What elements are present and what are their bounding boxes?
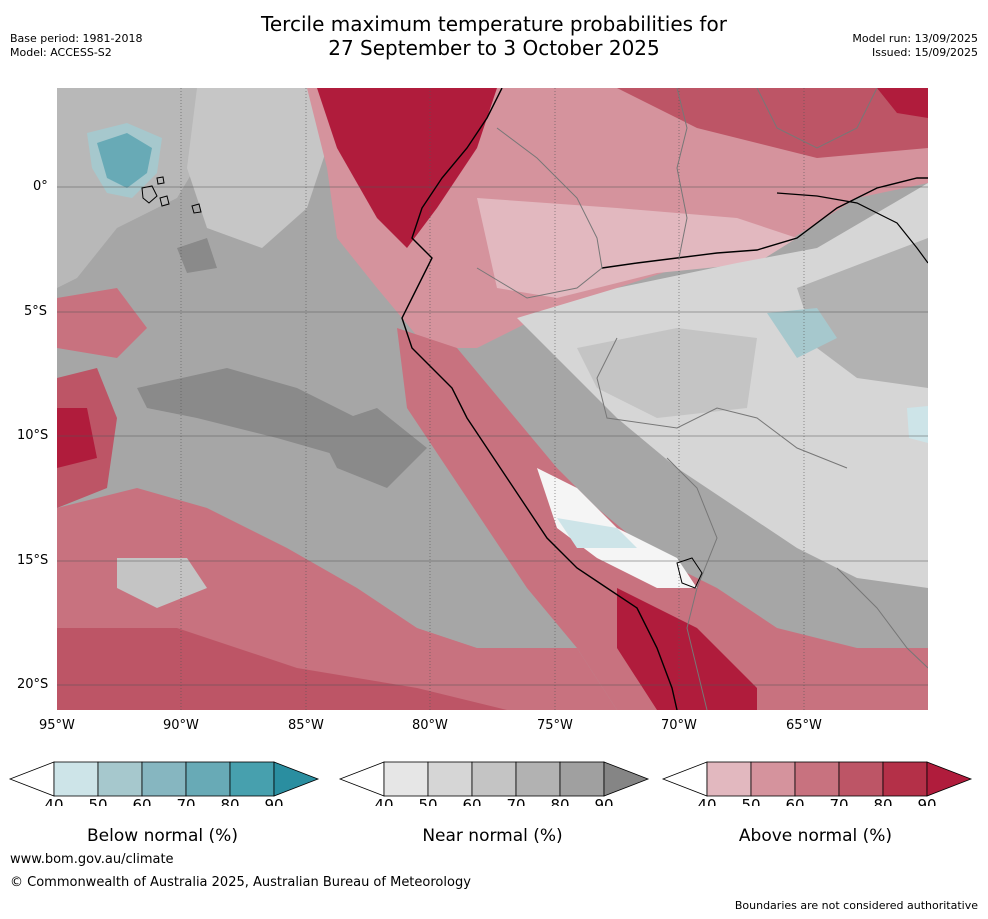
near-normal-land xyxy=(797,238,928,388)
colorbars: 40 50 60 70 80 90 40 50 60 70 80 90 40 50 60 70 80 90 xyxy=(8,761,973,806)
footer-note: Boundaries are not considered authoritat… xyxy=(734,899,978,912)
colorbar-segment xyxy=(706,761,752,797)
lon-label-80w: 80°W xyxy=(412,718,448,733)
above-normal-zone xyxy=(617,88,928,158)
colorbar-segment xyxy=(97,761,143,797)
colorbar-label-below: Below normal (%) xyxy=(87,826,238,846)
colorbar-tick-label: 60 xyxy=(785,796,804,806)
colorbar-extend-low xyxy=(338,761,385,797)
colorbar-label-above: Above normal (%) xyxy=(738,826,893,846)
above-normal-strong xyxy=(877,88,928,118)
colorbar-extend-low xyxy=(8,761,55,797)
lake-titicaca xyxy=(676,557,703,589)
colorbar-segment xyxy=(185,761,231,797)
below-normal-zone xyxy=(97,133,152,188)
above-normal-strong xyxy=(57,408,97,468)
lat-label-5s: 5°S xyxy=(24,304,48,319)
colorbar-extend-high xyxy=(603,761,650,797)
lon-label-70w: 70°W xyxy=(661,718,697,733)
lon-label-75w: 75°W xyxy=(537,718,573,733)
meta-left: Base period: 1981-2018 Model: ACCESS-S2 xyxy=(10,32,142,60)
chart-title: Tercile maximum temperature probabilitie… xyxy=(0,12,988,60)
above-normal-zone xyxy=(57,628,507,710)
above-normal-zone xyxy=(57,288,147,358)
below-normal-weak xyxy=(767,308,837,358)
colorbar-extend-low xyxy=(661,761,708,797)
lat-label-10s: 10°S xyxy=(17,428,49,443)
colorbar-segment xyxy=(53,761,99,797)
river-amazon xyxy=(601,177,928,269)
colorbar-tick-label: 70 xyxy=(176,796,195,806)
colorbar-tick-label: 90 xyxy=(594,796,613,806)
model-name: Model: ACCESS-S2 xyxy=(10,46,112,59)
latitude-lines xyxy=(57,186,928,686)
lon-label-90w: 90°W xyxy=(163,718,199,733)
near-normal-dark xyxy=(177,238,217,273)
colorbar-extend-high xyxy=(926,761,973,797)
colorbar-tick-label: 70 xyxy=(506,796,525,806)
colorbar-tick-label: 50 xyxy=(741,796,760,806)
lat-label-0: 0° xyxy=(33,179,48,194)
footer-url: www.bom.gov.au/climate xyxy=(10,852,174,867)
near-normal-patch xyxy=(117,558,207,608)
title-line-2: 27 September to 3 October 2025 xyxy=(328,36,660,60)
colorbar-segment xyxy=(750,761,796,797)
galapagos-islands xyxy=(141,176,202,214)
probability-map xyxy=(57,88,928,710)
colorbar-tick-label: 40 xyxy=(697,796,716,806)
colorbar-tick-label: 90 xyxy=(264,796,283,806)
colorbar-tick-label: 40 xyxy=(374,796,393,806)
colorbar-segment xyxy=(427,761,473,797)
coastline xyxy=(401,88,678,710)
colorbar-segment xyxy=(559,761,605,797)
lon-label-85w: 85°W xyxy=(288,718,324,733)
colorbar-segment xyxy=(383,761,429,797)
colorbar-tick-label: 80 xyxy=(873,796,892,806)
colorbar-tick-label: 80 xyxy=(550,796,569,806)
river xyxy=(776,192,928,264)
near-normal-land xyxy=(577,328,757,418)
near-normal-zone xyxy=(187,88,327,248)
colorbar-tick-label: 50 xyxy=(418,796,437,806)
colorbar-above-normal: 40 50 60 70 80 90 xyxy=(661,761,973,806)
country-borders xyxy=(476,88,928,710)
model-run: Model run: 13/09/2025 xyxy=(852,32,978,45)
colorbar-segment xyxy=(471,761,517,797)
lon-label-95w: 95°W xyxy=(39,718,75,733)
above-normal-strong xyxy=(617,588,757,710)
colorbar-below-normal: 40 50 60 70 80 90 xyxy=(8,761,320,806)
lat-label-20s: 20°S xyxy=(17,677,49,692)
above-normal-strong xyxy=(317,88,497,248)
near-normal-dark xyxy=(317,408,427,488)
lat-label-15s: 15°S xyxy=(17,553,49,568)
colorbar-tick-label: 90 xyxy=(917,796,936,806)
title-line-1: Tercile maximum temperature probabilitie… xyxy=(261,12,727,36)
colorbar-tick-label: 80 xyxy=(220,796,239,806)
issued-date: Issued: 15/09/2025 xyxy=(871,46,978,59)
below-normal-weak xyxy=(907,406,928,443)
near-normal-dark xyxy=(137,368,357,458)
colorbar-segment xyxy=(229,761,275,797)
colorbar-tick-label: 60 xyxy=(132,796,151,806)
colorbar-tick-label: 60 xyxy=(462,796,481,806)
colorbar-segment xyxy=(141,761,187,797)
colorbar-segment xyxy=(515,761,561,797)
colorbar-tick-label: 40 xyxy=(44,796,63,806)
meta-right: Model run: 13/09/2025 Issued: 15/09/2025 xyxy=(852,32,978,60)
colorbar-extend-high xyxy=(273,761,320,797)
colorbar-segment xyxy=(794,761,840,797)
colorbar-tick-label: 70 xyxy=(829,796,848,806)
above-normal-weak xyxy=(477,198,797,298)
colorbar-segment xyxy=(838,761,884,797)
colorbar-near-normal: 40 50 60 70 80 90 xyxy=(338,761,650,806)
lon-label-65w: 65°W xyxy=(786,718,822,733)
footer-copyright: © Commonwealth of Australia 2025, Austra… xyxy=(10,875,471,890)
colorbar-label-near: Near normal (%) xyxy=(422,826,563,846)
below-normal-weak xyxy=(557,518,637,548)
colorbar-tick-label: 50 xyxy=(88,796,107,806)
colorbar-segment xyxy=(882,761,928,797)
base-period: Base period: 1981-2018 xyxy=(10,32,143,45)
